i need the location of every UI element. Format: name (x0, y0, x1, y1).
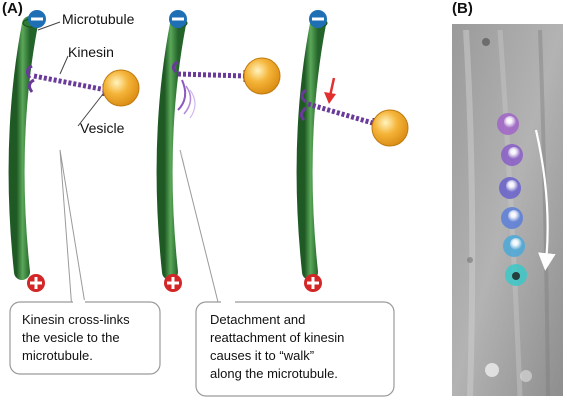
motion-arrow-icon (534, 129, 556, 271)
vesicle-2 (243, 57, 281, 95)
callout-pointers (59, 149, 248, 311)
minus-badge-icon (169, 10, 187, 28)
microtubule-1 (8, 16, 40, 280)
callout-2-line: Detachment and (210, 312, 306, 327)
kinesin-1 (25, 64, 107, 96)
minus-badge-icon (28, 10, 46, 28)
plus-badge-icon (164, 274, 182, 292)
callout-2-line: along the microtubule. (210, 366, 338, 381)
label-leader-lines (37, 21, 104, 127)
panel-b-label: (B) (452, 0, 473, 17)
callout-2-line: reattachment of kinesin (210, 330, 345, 345)
microtubule-2 (156, 16, 188, 280)
microtubule-label: Microtubule (62, 11, 135, 27)
callout-box-2 (195, 301, 395, 397)
callout-1-line: Kinesin cross-links (22, 312, 130, 327)
vesicle-label: Vesicle (80, 120, 125, 136)
plus-badge-icon (27, 274, 45, 292)
vesicle-1 (102, 69, 140, 107)
vesicle-3 (371, 109, 409, 147)
plus-badge-icon (304, 274, 322, 292)
down-arrow-icon (324, 77, 336, 104)
kinesin-label: Kinesin (68, 44, 114, 60)
microtubule-3 (296, 16, 328, 280)
callout-text-2: Detachment and reattachment of kinesin c… (210, 311, 392, 383)
callout-1-line: microtubule. (22, 348, 93, 363)
panel-a-label: (A) (2, 0, 23, 17)
minus-badge-icon (309, 10, 327, 28)
callout-text-1: Kinesin cross-links the vesicle to the m… (22, 311, 158, 365)
callout-1-line: the vesicle to the (22, 330, 120, 345)
kinesin-2 (171, 60, 247, 119)
callout-2-line: causes it to “walk” (210, 348, 315, 363)
vesicle-track (497, 113, 527, 286)
